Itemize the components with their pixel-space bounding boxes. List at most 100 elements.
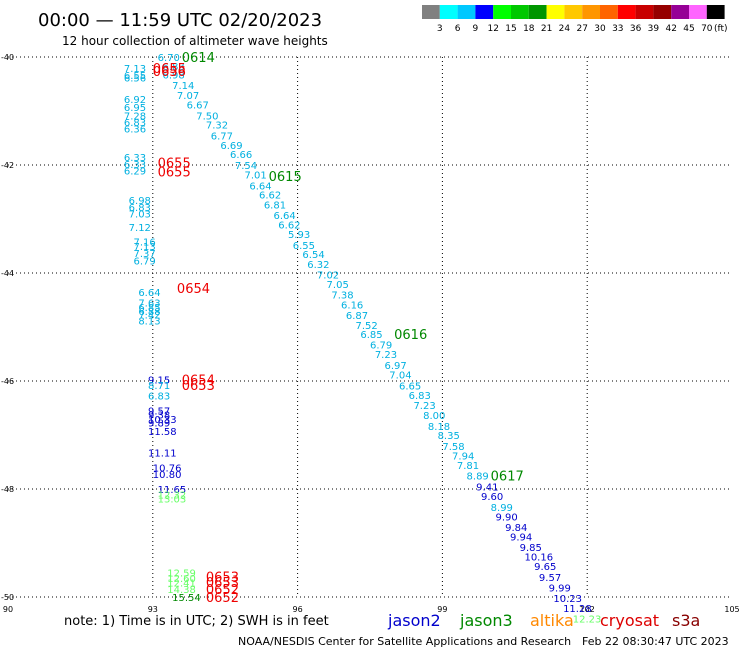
wave-height-label: 6.88 [138, 307, 160, 318]
wave-height-label: 6.66 [230, 150, 252, 161]
x-tick-label: 90 [3, 605, 13, 614]
wave-height-label: 9.90 [495, 513, 517, 524]
wave-height-label: 6.16 [341, 300, 363, 311]
wave-height-label: 6.54 [302, 250, 324, 261]
time-label: 0655 [158, 165, 191, 180]
time-label: 0655 [158, 156, 191, 171]
wave-height-label: 6.83 [409, 391, 431, 402]
y-tick-label: -44 [1, 269, 14, 278]
chart-title: 00:00 — 11:59 UTC 02/20/2023 [38, 10, 322, 31]
wave-height-label: 6.79 [133, 257, 155, 268]
time-label: 0615 [269, 170, 302, 185]
wave-height-label: 6.97 [384, 361, 406, 372]
footer-timestamp: Feb 22 08:30:47 UTC 2023 [582, 635, 729, 648]
wave-height-label: 11.28 [563, 604, 592, 615]
wave-height-label: 8.89 [467, 472, 489, 483]
wave-height-label: 6.83 [148, 392, 170, 403]
x-tick-label: 96 [293, 605, 303, 614]
y-tick-label: -46 [1, 377, 14, 386]
wave-height-label: 6.83 [129, 203, 151, 214]
wave-height-label: 6.95 [124, 103, 146, 114]
colorbar-swatch [689, 5, 707, 19]
wave-height-label: 6.85 [138, 303, 160, 314]
colorbar-label: 70 [701, 24, 713, 34]
colorbar-swatch [635, 5, 654, 19]
wave-height-label: 8.13 [138, 317, 160, 328]
wave-height-label: 7.16 [133, 238, 155, 249]
wave-height-label: 6.29 [124, 166, 146, 177]
wave-height-label: 8.35 [438, 431, 460, 442]
time-label: 0653 [206, 570, 239, 585]
grid [8, 56, 732, 598]
y-tick-label: -50 [1, 593, 14, 602]
wave-height-label: 6.64 [273, 211, 295, 222]
time-label: 0654 [177, 282, 210, 297]
colorbar-label: 15 [505, 24, 516, 34]
time-label: 0616 [394, 328, 427, 343]
wave-height-label: 6.67 [187, 101, 209, 112]
wave-height-label: 7.01 [245, 171, 267, 182]
wave-height-label: 6.98 [129, 196, 151, 207]
wave-height-label: 6.87 [346, 311, 368, 322]
x-tick-label: 102 [580, 605, 595, 614]
legend-entry: cryosat [600, 611, 659, 630]
wave-height-label: 8.99 [491, 503, 513, 514]
wave-height-label: 12.41 [167, 578, 196, 589]
wave-height-label: 10.76 [153, 463, 182, 474]
time-label: 0652 [206, 583, 239, 598]
wave-height-label: 7.13 [124, 64, 146, 75]
wave-height-label: 9.94 [510, 533, 532, 544]
wave-height-label: 6.62 [278, 220, 300, 231]
wave-height-label: 7.58 [442, 442, 464, 453]
colorbar-swatch [439, 5, 458, 19]
wave-height-label: 12.60 [167, 574, 196, 585]
wave-height-label: 7.50 [196, 111, 218, 122]
colorbar-swatch [493, 5, 511, 19]
wave-height-label: 6.92 [124, 95, 146, 106]
wave-height-label: 6.77 [211, 131, 233, 142]
colorbar-label: 36 [630, 24, 642, 34]
wave-height-label: 7.13 [133, 242, 155, 253]
colorbar-swatch [511, 5, 529, 19]
time-label: 0653 [182, 379, 215, 394]
footer-credit: NOAA/NESDIS Center for Satellite Applica… [238, 635, 571, 648]
wave-height-label: 8.00 [423, 411, 445, 422]
colorbar-swatch [600, 5, 618, 19]
wave-height-label: 15.54 [172, 593, 201, 604]
y-tick-label: -48 [1, 485, 14, 494]
wave-height-label: 9.65 [534, 562, 556, 573]
colorbar-label: 39 [648, 24, 660, 34]
wave-height-label: 6.98 [162, 70, 184, 81]
wave-height-label: 10.33 [148, 415, 177, 426]
colorbar-swatch [564, 5, 583, 19]
wave-height-label: 9.89 [148, 419, 170, 430]
time-label: 0614 [182, 51, 215, 66]
colorbar-label: 12 [487, 24, 498, 34]
x-tick-label: 93 [148, 605, 158, 614]
wave-height-label: 6.32 [307, 260, 329, 271]
y-tick-label: -42 [1, 161, 14, 170]
colorbar-label: 3 [437, 24, 443, 34]
wave-height-label: 6.83 [124, 118, 146, 129]
colorbar-label: 30 [594, 24, 606, 34]
wave-height-label: 9.84 [505, 523, 527, 534]
wave-height-label: 8.71 [148, 381, 170, 392]
wave-height-label: 9.85 [520, 543, 542, 554]
wave-height-label: 7.32 [206, 121, 228, 132]
legend-entry: jason3 [459, 611, 513, 630]
time-label: 0655 [153, 62, 186, 77]
colorbar-swatch [457, 5, 476, 19]
wave-height-label: 7.14 [172, 81, 194, 92]
wave-height-label: 9.57 [148, 407, 170, 418]
wave-height-label: 7.42 [138, 311, 160, 322]
wave-height-label: 12.59 [167, 569, 196, 580]
legend-entry: s3a [672, 611, 700, 630]
wave-height-label: 6.81 [264, 200, 286, 211]
wave-height-label: 7.81 [457, 461, 479, 472]
legend: jason2 jason3 altika cryosat s3a [387, 611, 700, 630]
colorbar-label: 9 [473, 24, 479, 34]
wave-height-label: 11.58 [148, 427, 177, 438]
wave-height-label: 7.54 [235, 161, 257, 172]
